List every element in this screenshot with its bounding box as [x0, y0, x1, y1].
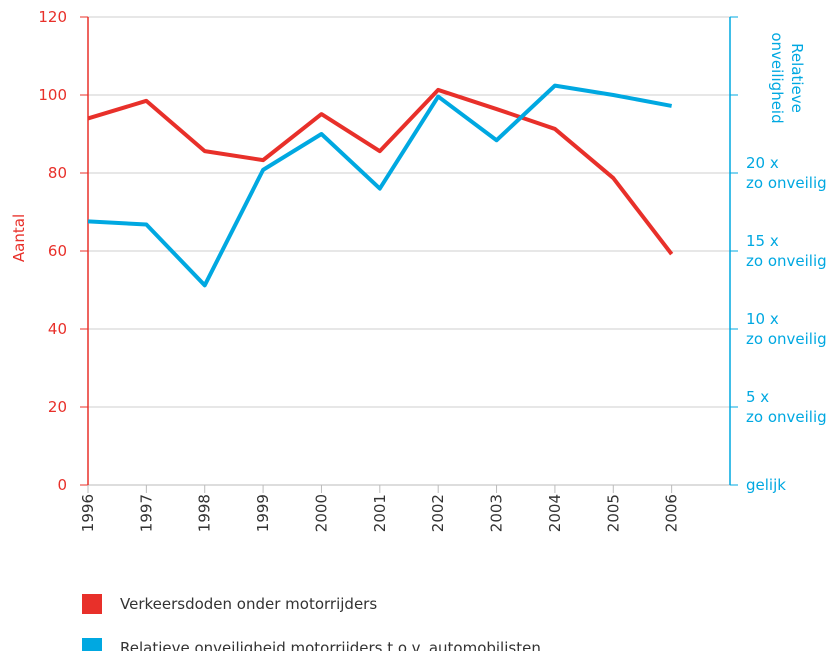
- y-tick-label: 20: [48, 398, 67, 416]
- series-line: [87, 83, 673, 288]
- y2-tick-label: zo onveilig: [746, 174, 827, 192]
- y-tick-label: 0: [57, 476, 67, 494]
- y2-tick-label: zo onveilig: [746, 252, 827, 270]
- x-tick-label: 1999: [254, 494, 272, 532]
- x-tick-label: 2006: [663, 494, 681, 532]
- x-tick-label: 2002: [429, 494, 447, 532]
- y-tick-label: 60: [48, 242, 67, 260]
- x-tick-label: 1997: [137, 494, 155, 532]
- x-tick-label: 1998: [196, 494, 214, 532]
- x-tick-label: 2004: [546, 494, 564, 532]
- y2-tick-label: 5 x: [746, 388, 769, 406]
- y2-tick-label: 15 x: [746, 232, 779, 250]
- legend-swatch: [82, 638, 102, 651]
- y2-axis-label: Relatieve: [788, 43, 806, 113]
- y-tick-label: 80: [48, 164, 67, 182]
- series-line: [87, 87, 674, 256]
- x-tick-label: 2001: [371, 494, 389, 532]
- legend-label: Relatieve onveiligheid motorrijders t.o.…: [120, 639, 541, 651]
- y2-tick-label: 20 x: [746, 154, 779, 172]
- y-tick-label: 120: [38, 8, 67, 26]
- y-tick-label: 100: [38, 86, 67, 104]
- x-tick-label: 1996: [79, 494, 97, 532]
- x-tick-label: 2003: [488, 494, 506, 532]
- x-tick-label: 2005: [604, 494, 622, 532]
- legend-label: Verkeersdoden onder motorrijders: [120, 595, 377, 613]
- y2-tick-label: zo onveilig: [746, 330, 827, 348]
- y2-tick-label: 10 x: [746, 310, 779, 328]
- y-axis-label: Aantal: [10, 214, 28, 262]
- legend-swatch: [82, 594, 102, 614]
- x-tick-label: 2000: [312, 494, 330, 532]
- y2-tick-label: zo onveilig: [746, 408, 827, 426]
- y-tick-label: 40: [48, 320, 67, 338]
- y2-tick-label: gelijk: [746, 476, 786, 494]
- y2-axis-label: onveiligheid: [768, 32, 786, 123]
